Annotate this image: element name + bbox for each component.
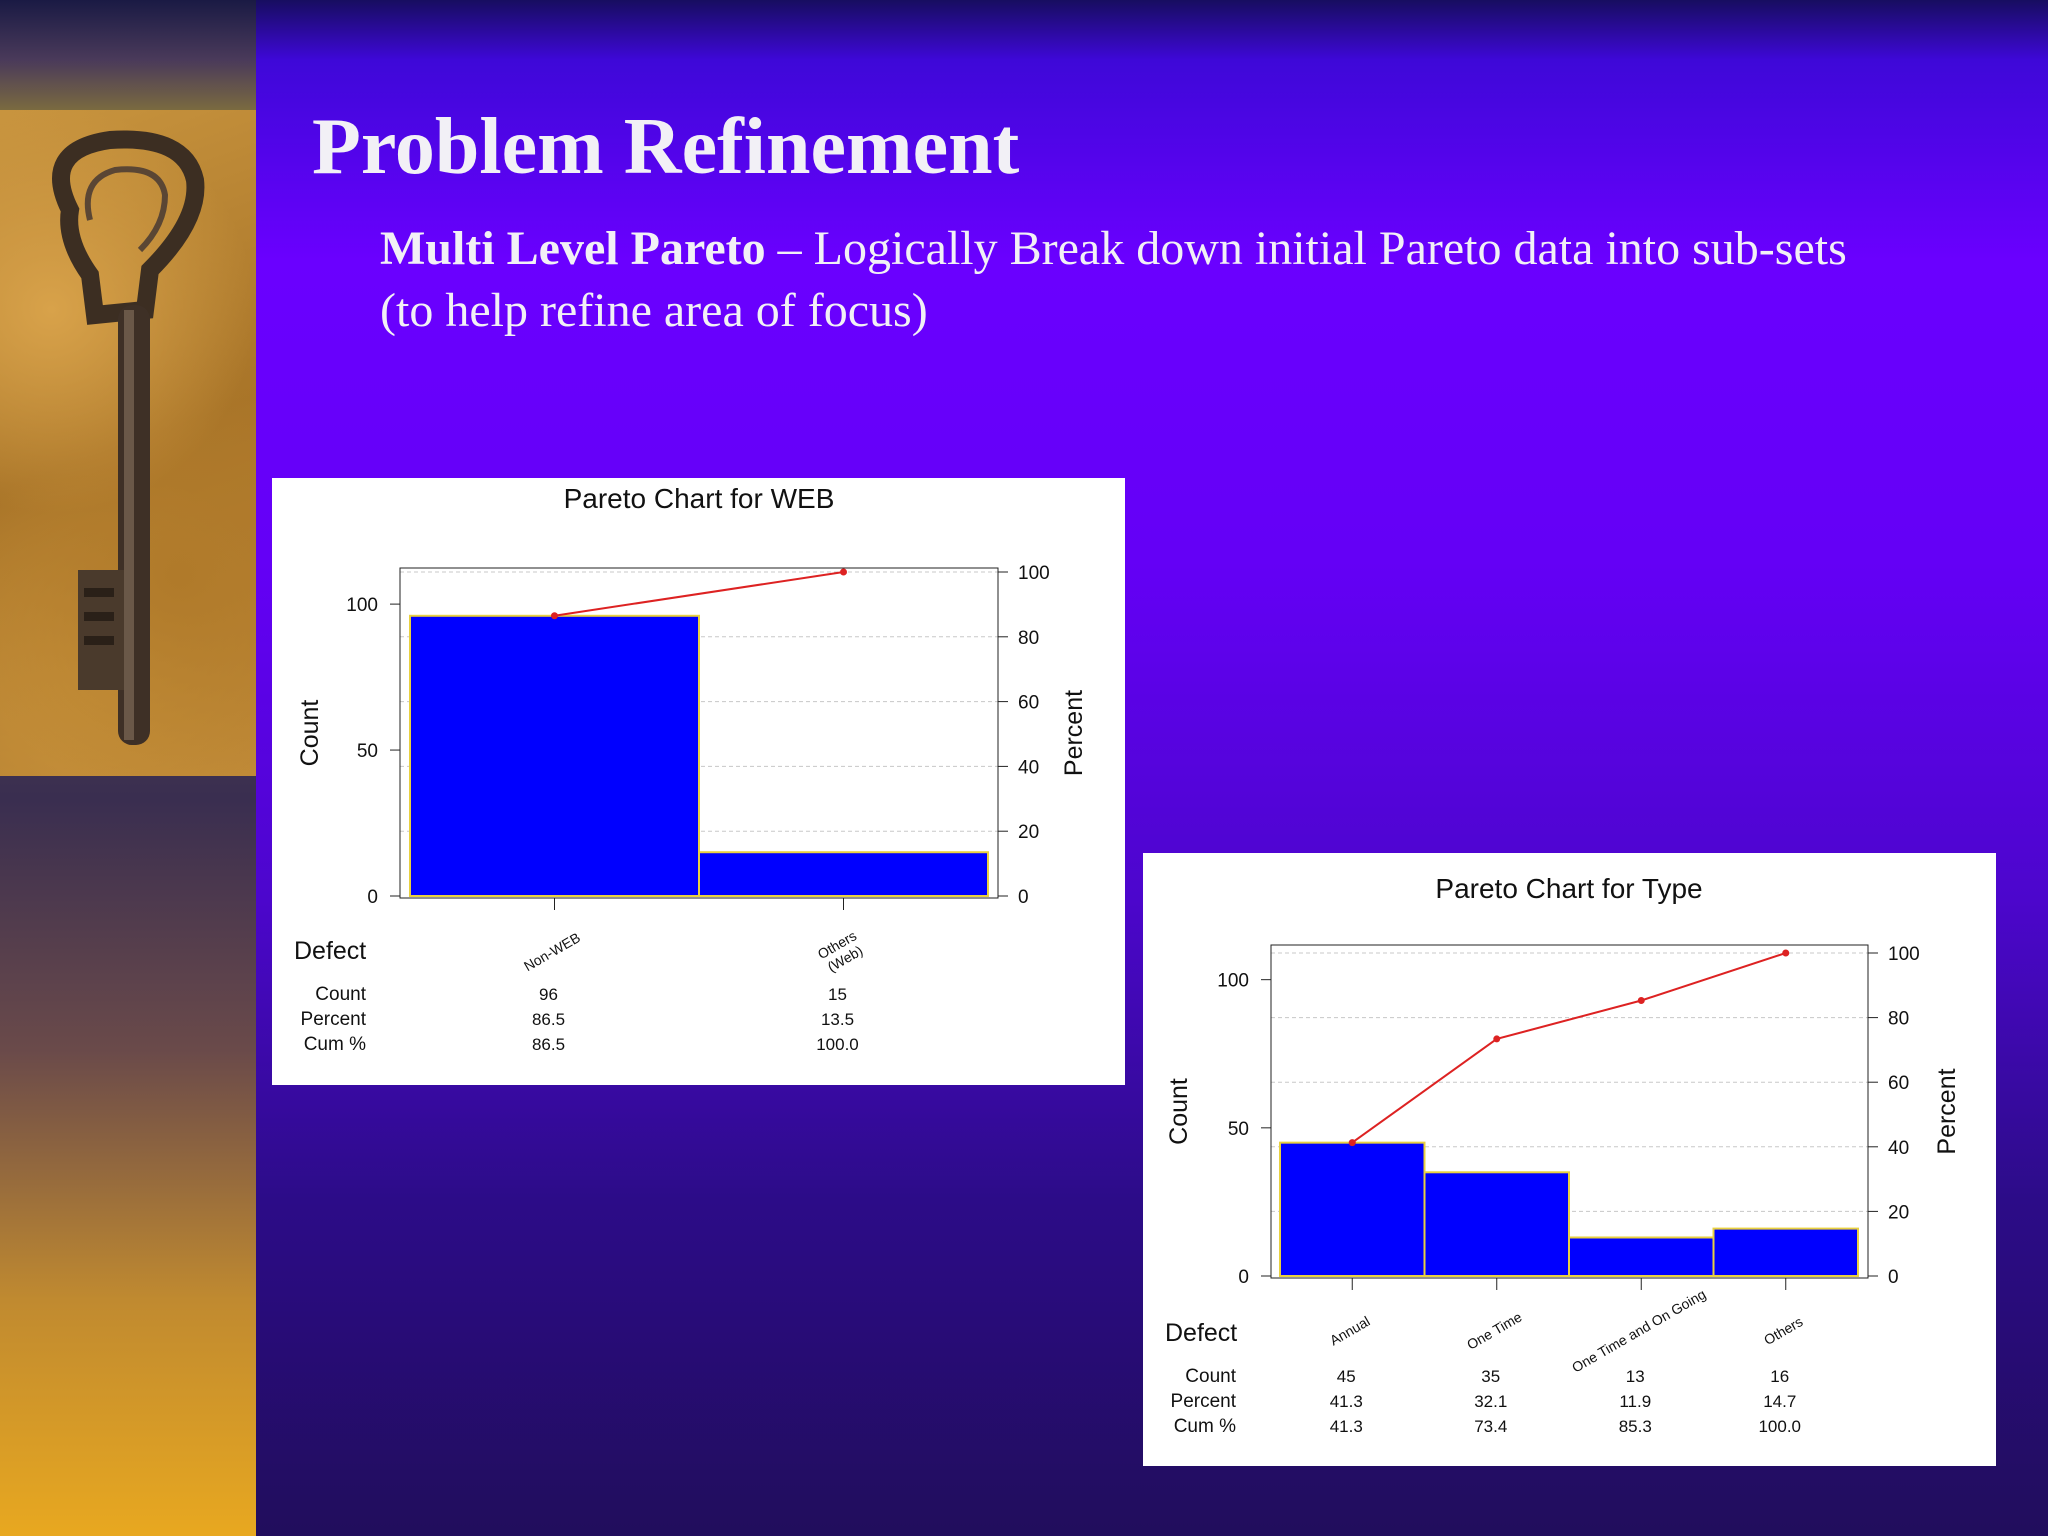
pareto-chart-web: Pareto Chart for WEB 0 50 100 0 20 40 60 80 100 Co…	[272, 478, 1125, 1085]
bar	[1423, 1171, 1570, 1277]
table-cell: 100.0	[816, 1035, 859, 1054]
y2-tick-label: 20	[1888, 1202, 1909, 1223]
y2-tick-label: 80	[1888, 1009, 1909, 1030]
table-cell: 13	[1626, 1367, 1645, 1386]
x-tick-label-line: Annual	[1327, 1313, 1373, 1349]
y2-axis-label: Percent	[1060, 690, 1088, 776]
bar	[1712, 1227, 1859, 1278]
table-header: Defect	[1165, 1319, 1237, 1347]
table-cell: 15	[828, 985, 847, 1004]
y-axis-label: Count	[1165, 1078, 1193, 1145]
table-row-label: Cum %	[1174, 1416, 1236, 1437]
x-tick-label-line: One Time and On Going	[1569, 1286, 1708, 1376]
bar	[1279, 1141, 1426, 1277]
y2-tick-label: 80	[1018, 628, 1039, 649]
subtitle-bold: Multi Level Pareto	[380, 222, 766, 275]
chart-title: Pareto Chart for WEB	[564, 483, 835, 514]
subtitle-text: – Logically Break down initial Pareto da…	[380, 222, 1847, 337]
table-cell: 32.1	[1474, 1392, 1507, 1411]
slide-title: Problem Refinement	[312, 103, 1020, 191]
x-tick-label: Others(Web)	[815, 927, 867, 976]
y2-tick-label: 0	[1888, 1267, 1899, 1288]
y-tick-label: 50	[1228, 1119, 1249, 1140]
y2-tick-label: 60	[1018, 693, 1039, 714]
y2-tick-label: 20	[1018, 822, 1039, 843]
y-tick-label: 100	[346, 595, 378, 616]
table-cell: 96	[539, 985, 558, 1004]
x-tick-label: Non-WEB	[521, 929, 583, 974]
y-tick-label: 0	[1238, 1267, 1249, 1288]
pareto-chart-web-svg: Pareto Chart for WEB 0 50 100 0 20 40 60 80 100 Co…	[294, 483, 1088, 1055]
table-row-label: Cum %	[304, 1034, 366, 1055]
cumulative-point	[840, 568, 847, 576]
plot-frame	[1270, 944, 1869, 1279]
table-header: Defect	[294, 937, 366, 965]
table-cell: 41.3	[1330, 1392, 1363, 1411]
bar	[1568, 1236, 1715, 1277]
pareto-chart-type: Pareto Chart for Type 0 50 100 0 20 40 60 80 100 C…	[1143, 853, 1996, 1466]
table-cell: 45	[1337, 1367, 1356, 1386]
cumulative-point	[1782, 949, 1790, 957]
table-cell: 86.5	[532, 1010, 565, 1029]
plot-frame	[399, 567, 999, 899]
cumulative-point	[1348, 1139, 1356, 1147]
table-cell: 14.7	[1763, 1392, 1796, 1411]
x-tick-label: One Time and On Going	[1569, 1286, 1708, 1376]
table-cell: 16	[1770, 1367, 1789, 1386]
table-row-label: Percent	[301, 1009, 367, 1030]
y-axis-label: Count	[296, 700, 324, 767]
x-tick-label-line: One Time	[1464, 1308, 1525, 1352]
key-photo	[0, 110, 256, 776]
x-tick-label: Others	[1761, 1313, 1805, 1348]
bar	[698, 851, 989, 897]
y2-tick-label: 0	[1018, 887, 1029, 908]
x-tick-label-line: Others	[1761, 1313, 1805, 1348]
y2-tick-label: 100	[1018, 563, 1050, 584]
y-tick-label: 100	[1217, 971, 1249, 992]
table-cell: 41.3	[1330, 1417, 1363, 1436]
table-row-label: Percent	[1171, 1391, 1237, 1412]
key-icon	[52, 130, 205, 745]
y-tick-label: 0	[367, 887, 378, 908]
y2-tick-label: 40	[1888, 1138, 1909, 1159]
y2-tick-label: 100	[1888, 944, 1920, 965]
table-cell: 85.3	[1619, 1417, 1652, 1436]
y-tick-label: 50	[357, 741, 378, 762]
pareto-chart-type-svg: Pareto Chart for Type 0 50 100 0 20 40 60 80 100 C…	[1165, 873, 1961, 1437]
cumulative-line	[554, 571, 844, 617]
x-tick-label: Annual	[1327, 1313, 1373, 1349]
x-tick-label-line: Non-WEB	[521, 929, 583, 974]
slide-subtitle: Multi Level Pareto – Logically Break dow…	[380, 218, 1900, 342]
cumulative-point	[551, 612, 558, 620]
chart-title: Pareto Chart for Type	[1435, 873, 1702, 904]
table-cell: 13.5	[821, 1010, 854, 1029]
table-cell: 11.9	[1619, 1392, 1651, 1411]
cumulative-point	[1493, 1035, 1501, 1043]
table-cell: 73.4	[1474, 1417, 1507, 1436]
table-cell: 100.0	[1758, 1417, 1801, 1436]
table-cell: 86.5	[532, 1035, 565, 1054]
y2-tick-label: 60	[1888, 1073, 1909, 1094]
table-row-label: Count	[1185, 1366, 1236, 1387]
y2-axis-label: Percent	[1933, 1068, 1961, 1154]
cumulative-point	[1637, 996, 1645, 1004]
table-cell: 35	[1481, 1367, 1500, 1386]
y2-tick-label: 40	[1018, 757, 1039, 778]
cumulative-line	[1351, 952, 1787, 1144]
x-tick-label: One Time	[1464, 1308, 1525, 1352]
bar	[409, 614, 700, 897]
table-row-label: Count	[315, 984, 366, 1005]
